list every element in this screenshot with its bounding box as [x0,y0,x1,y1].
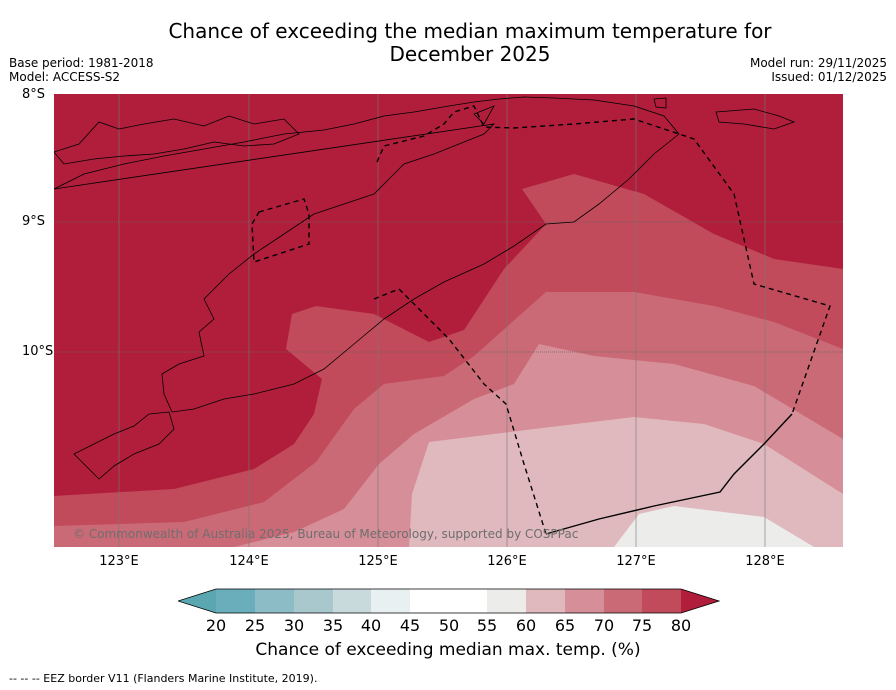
tick-45: 45 [399,616,421,635]
tick-50: 50 [438,616,460,635]
tick-35: 35 [322,616,344,635]
probability-map [54,94,843,547]
copyright-notice: © Commonwealth of Australia 2025, Bureau… [73,527,579,541]
colorbar-high-arrow [681,589,719,613]
tick-30: 30 [283,616,305,635]
eez-oecusse [251,198,310,263]
coastline-islet-3 [715,108,796,130]
graticule-meridians [118,94,766,547]
lon-label-126e: 126°E [487,554,527,569]
tick-75: 75 [631,616,653,635]
lat-label-8s: 8°S [22,87,46,102]
tick-55: 55 [476,616,498,635]
colorbar-graphic [176,588,721,614]
colorbar-low-arrow [178,589,216,613]
colorbar-30-35 [294,589,333,613]
colorbar-70-75 [604,589,642,613]
tick-25: 25 [244,616,266,635]
map-area[interactable] [54,94,843,547]
lat-label-9s: 9°S [22,214,46,229]
issued-date: Issued: 01/12/2025 [771,70,887,84]
colorbar-50-55 [449,589,487,613]
model-run: Model run: 29/11/2025 [749,56,887,70]
graticule [54,221,843,353]
eez-north-boundary [376,105,831,415]
lon-label-124e: 124°E [229,554,269,569]
colorbar-20-25 [216,589,255,613]
coastline-rote [73,411,175,480]
tick-20: 20 [205,616,227,635]
map-title: Chance of exceeding the median maximum t… [140,20,800,66]
coastlines [54,96,796,480]
eez-solid-segment [545,413,793,535]
lon-label-125e: 125°E [358,554,398,569]
colorbar-label: Chance of exceeding median max. temp. (%… [255,640,641,660]
colorbar [176,588,721,618]
tick-70: 70 [593,616,615,635]
eez-border [251,105,831,535]
eez-west-boundary [373,288,547,535]
colorbar-60-65 [526,589,565,613]
meta-right: Model run: 29/11/2025 Issued: 01/12/2025 [750,56,887,84]
colorbar-45-50 [410,589,449,613]
tick-80: 80 [670,616,692,635]
base-period: Base period: 1981-2018 [9,56,154,70]
tick-65: 65 [554,616,576,635]
lon-label-123e: 123°E [99,554,139,569]
title-line-2: December 2025 [389,42,551,66]
colorbar-outline [176,588,721,614]
lat-label-10s: 10°S [22,344,54,359]
colorbar-25-30 [255,589,294,613]
lon-label-128e: 128°E [745,554,785,569]
meta-left: Base period: 1981-2018 Model: ACCESS-S2 [9,56,154,84]
tick-60: 60 [515,616,537,635]
coastline-flores [54,115,300,165]
model-name: Model: ACCESS-S2 [9,70,121,84]
coastline-islet-1 [473,105,495,125]
coastline-timor [54,96,680,413]
band-55-60 [614,506,814,547]
coastline-islet-2 [653,97,667,109]
eez-border-note: -- -- -- EEZ border V11 (Flanders Marine… [9,672,318,685]
title-line-1: Chance of exceeding the median maximum t… [168,19,772,43]
colorbar-75-80 [642,589,681,613]
colorbar-55-60 [487,589,526,613]
lon-label-127e: 127°E [616,554,656,569]
colorbar-65-70 [565,589,604,613]
colorbar-40-45 [371,589,410,613]
tick-40: 40 [360,616,382,635]
colorbar-35-40 [333,589,371,613]
